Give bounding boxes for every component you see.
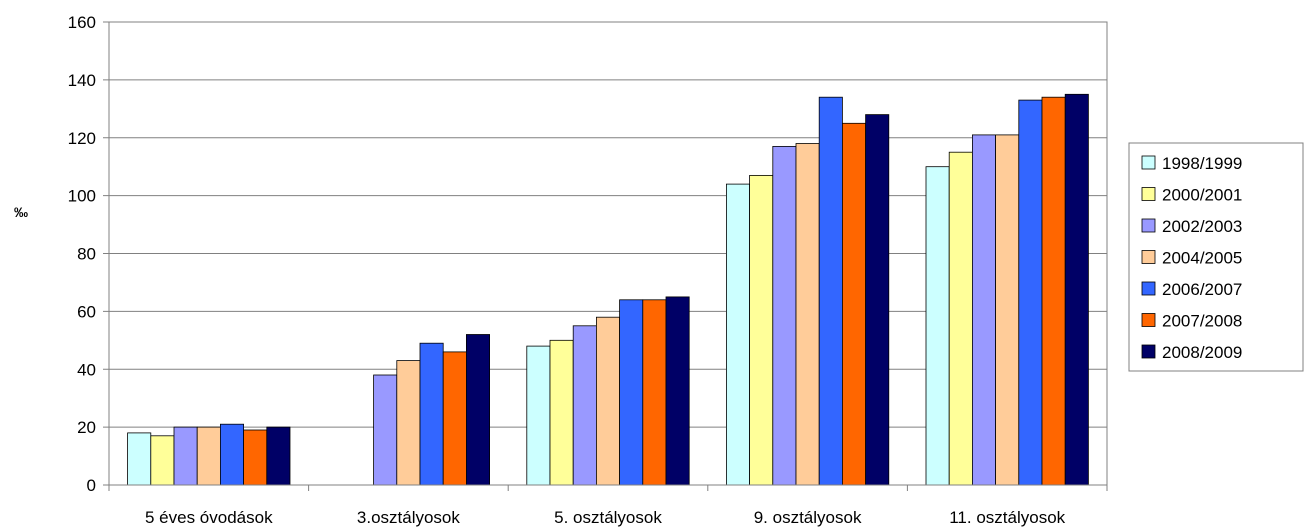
bar-2004-2005-4 (995, 134, 1020, 486)
y-tick-label: 0 (87, 476, 96, 495)
legend-label: 2008/2009 (1162, 343, 1242, 362)
bar-2007-2008-2 (642, 299, 667, 486)
bar-2008-2009-4 (1064, 93, 1089, 486)
bar-2002-2003-4 (972, 134, 997, 486)
bar-2006-2007-0 (219, 423, 244, 486)
bar-1998-1999-2 (526, 345, 551, 486)
legend-swatch (1141, 187, 1156, 201)
legend-swatch (1141, 250, 1156, 264)
x-category-label: 9. osztályosok (754, 508, 862, 527)
legend-label: 2007/2008 (1162, 312, 1242, 331)
legend-label: 2000/2001 (1162, 186, 1242, 205)
bar-2004-2005-1 (396, 360, 421, 486)
x-category-label: 11. osztályosok (949, 508, 1065, 527)
bar-2000-2001-4 (948, 151, 973, 486)
bar-1998-1999-3 (726, 183, 751, 486)
bar-2006-2007-2 (619, 299, 644, 486)
legend-swatch (1141, 218, 1156, 233)
y-tick-label: 60 (77, 302, 96, 321)
y-tick-label: 100 (68, 187, 96, 206)
bar-2007-2008-3 (842, 122, 867, 486)
bar-2007-2008-1 (442, 351, 467, 486)
bar-2000-2001-0 (150, 435, 175, 486)
x-category-label: 5 éves óvodások (145, 508, 273, 527)
legend-label: 1998/1999 (1162, 154, 1242, 173)
bar-2004-2005-3 (795, 143, 820, 486)
bar-2006-2007-3 (818, 96, 843, 486)
y-tick-label: 40 (77, 360, 96, 379)
y-tick-label: 20 (77, 418, 96, 437)
y-tick-label: 140 (68, 71, 96, 90)
bar-2007-2008-4 (1041, 96, 1066, 486)
legend-label: 2004/2005 (1162, 249, 1242, 268)
legend-swatch (1141, 281, 1156, 296)
legend-swatch (1141, 155, 1156, 170)
bar-2006-2007-4 (1018, 99, 1043, 486)
bar-2008-2009-1 (465, 334, 490, 486)
bar-2002-2003-3 (772, 145, 797, 486)
legend-box (1128, 142, 1304, 372)
bar-2002-2003-0 (173, 426, 198, 486)
bar-2000-2001-3 (749, 174, 774, 486)
bar-2008-2009-2 (665, 296, 690, 486)
bar-2008-2009-0 (266, 426, 291, 486)
legend-label: 2006/2007 (1162, 280, 1242, 299)
legend-swatch (1141, 313, 1156, 327)
bar-2002-2003-2 (572, 325, 597, 486)
bars (127, 93, 1089, 486)
y-tick-label: 160 (68, 13, 96, 32)
bar-2004-2005-0 (196, 426, 221, 486)
y-tick-label: 80 (77, 245, 96, 264)
legend-swatch (1141, 344, 1156, 359)
y-axis-label: ‰ (14, 204, 28, 220)
bar-2004-2005-2 (596, 316, 621, 486)
bar-2007-2008-0 (243, 429, 268, 486)
x-category-label: 5. osztályosok (554, 508, 662, 527)
y-tick-label: 120 (68, 129, 96, 148)
legend: 1998/1999 2000/2001 2002/2003 2004/2005 2006… (1128, 142, 1304, 372)
axes: 0 20 40 60 80 100 120 140 160 5 éves óvodások 3.os… (68, 13, 1108, 527)
bar-2000-2001-2 (549, 339, 574, 486)
x-category-label: 3.osztályosok (357, 508, 460, 527)
bar-1998-1999-4 (925, 166, 950, 486)
bar-2008-2009-3 (865, 114, 890, 486)
bar-2002-2003-1 (373, 374, 398, 486)
bar-1998-1999-0 (127, 432, 152, 486)
legend-label: 2002/2003 (1162, 217, 1242, 236)
bar-2006-2007-1 (419, 342, 444, 486)
